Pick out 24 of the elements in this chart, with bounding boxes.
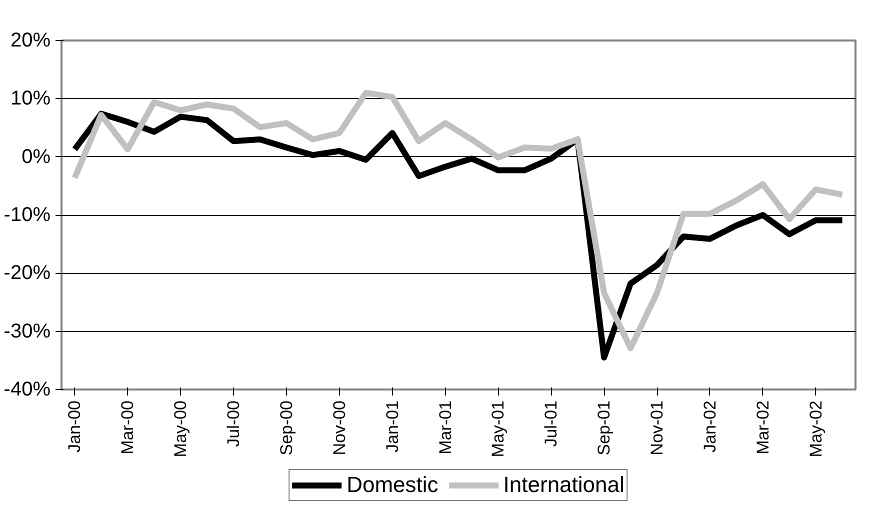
x-tick-label: Jul-00: [224, 400, 244, 447]
y-tick-label: 0%: [22, 146, 51, 168]
x-tick-label: Jan-00: [65, 400, 84, 452]
x-tick-label: Jul-01: [542, 400, 561, 447]
x-tick-label: Mar-01: [436, 400, 455, 454]
legend-label: Domestic: [346, 472, 438, 498]
y-tick-label: 20%: [10, 30, 51, 52]
x-tick-label: Mar-02: [753, 400, 772, 454]
y-tick-label: -20%: [4, 262, 51, 284]
x-tick-label: Sep-00: [276, 400, 296, 456]
x-tick-label: May-02: [806, 400, 826, 458]
x-tick-label: Sep-01: [594, 400, 614, 456]
legend-label: International: [503, 472, 624, 498]
x-tick-label: Mar-00: [118, 400, 138, 454]
y-tick-label: 10%: [10, 88, 51, 110]
x-tick-label: Jan-01: [382, 400, 402, 452]
x-tick-label: May-00: [171, 400, 190, 458]
y-tick-label: -40%: [4, 378, 51, 400]
x-tick-label: Nov-00: [330, 400, 349, 456]
y-tick-label: -30%: [4, 320, 51, 342]
x-tick-label: Jan-02: [700, 400, 720, 452]
x-tick-label: Nov-01: [648, 400, 666, 456]
x-tick-label: May-01: [488, 400, 508, 458]
y-tick-label: -10%: [4, 204, 51, 226]
